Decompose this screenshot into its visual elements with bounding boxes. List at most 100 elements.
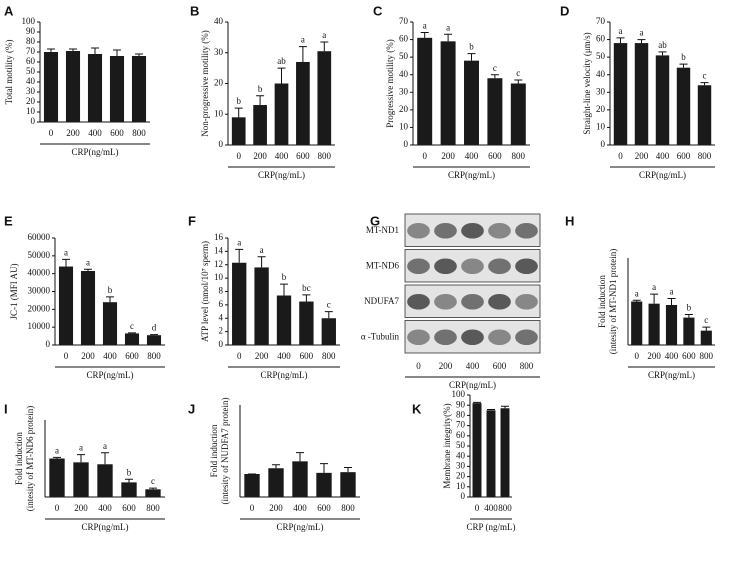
bar (254, 267, 269, 345)
blot-band (434, 293, 457, 310)
x-tick-label: 400 (665, 351, 679, 361)
significance-letter: c (493, 63, 497, 73)
y-tick-label: 14 (214, 245, 224, 255)
error-bar (467, 53, 476, 61)
x-tick-label: 600 (122, 503, 136, 513)
bar (146, 335, 162, 345)
error-bar (650, 293, 659, 304)
y-tick-label: 0 (461, 491, 466, 501)
bar (274, 83, 289, 145)
error-bar (302, 294, 311, 302)
x-axis-label: CRP(ng/mL) (86, 370, 133, 380)
error-bar (150, 334, 158, 336)
significance-letter: c (704, 315, 708, 325)
x-tick-label: 800 (520, 361, 534, 371)
bar (321, 318, 336, 345)
significance-letter: a (446, 22, 450, 32)
bar (276, 295, 292, 345)
y-axis-label: JC-1 (MFI AU) (9, 263, 19, 319)
significance-letter: a (619, 26, 623, 36)
y-tick-label: 10 (214, 108, 224, 118)
bar (340, 472, 356, 497)
x-tick-label: 200 (647, 351, 661, 361)
error-bar (69, 48, 77, 51)
bar (634, 43, 649, 146)
significance-letter: a (635, 288, 639, 298)
y-tick-label: 10 (456, 481, 466, 491)
x-tick-label: 800 (318, 151, 332, 161)
y-tick-label: 50 (456, 440, 466, 450)
x-tick-label: 0 (236, 151, 241, 161)
y-tick-label: 40 (596, 69, 606, 79)
y-tick-label: 20 (596, 104, 606, 114)
y-tick-label: 70 (456, 420, 466, 430)
x-axis-label: CRP(ng/mL) (449, 380, 496, 390)
error-bar (684, 314, 693, 318)
y-tick-label: 50000 (28, 250, 51, 260)
error-bar (487, 408, 495, 411)
bar (417, 37, 433, 145)
error-bar (320, 41, 329, 52)
error-bar (514, 79, 523, 84)
x-tick-label: 600 (488, 151, 502, 161)
y-tick-label: 100 (22, 16, 36, 26)
panel-letter: E (4, 213, 13, 228)
x-tick-label: 800 (498, 503, 512, 513)
y-axis-label: ATP level (nmol/10⁷ sperm) (200, 241, 210, 342)
y-tick-label: 90 (456, 399, 466, 409)
significance-letter: a (652, 282, 656, 292)
y-tick-label: 20 (399, 104, 409, 114)
bar (317, 51, 332, 145)
y-tick-label: 40 (214, 16, 224, 26)
x-tick-label: 0 (237, 351, 242, 361)
y-tick-label: 60 (596, 34, 606, 44)
significance-letter: b (282, 272, 287, 282)
y-tick-label: 50 (399, 51, 409, 61)
error-bar (324, 311, 333, 319)
y-tick-label: 80 (456, 409, 466, 419)
blot-row-label: NDUFA7 (364, 296, 399, 306)
y-tick-label: 6 (219, 299, 224, 309)
x-tick-label: 400 (484, 503, 498, 513)
x-tick-label: 0 (416, 361, 421, 371)
y-tick-label: 30 (214, 47, 224, 57)
blot-row-label: MT-ND1 (366, 225, 399, 235)
y-tick-label: 40 (26, 76, 36, 86)
bar (58, 266, 74, 345)
blot-band (434, 258, 457, 275)
error-bar (296, 452, 304, 462)
blot-row-label: α -Tubulin (361, 331, 400, 341)
x-tick-label: 400 (98, 503, 112, 513)
significance-letter: a (301, 35, 305, 45)
x-tick-label: 600 (493, 361, 507, 371)
y-tick-label: 0 (31, 116, 36, 126)
bar (232, 262, 247, 345)
error-bar (101, 452, 109, 465)
x-axis-label: CRP(ng/mL) (448, 170, 495, 180)
error-bar (256, 95, 265, 106)
x-tick-label: 0 (49, 128, 54, 138)
bar (500, 408, 510, 497)
blot-band (488, 258, 511, 275)
y-axis-label: Straight-line velocity (μm/s) (582, 32, 592, 134)
panel-letter: I (4, 401, 8, 416)
bar (253, 105, 267, 145)
x-tick-label: 800 (341, 503, 355, 513)
x-tick-label: 400 (275, 151, 289, 161)
significance-letter: a (86, 257, 90, 267)
y-tick-label: 10 (214, 272, 224, 282)
blot-band (461, 258, 484, 275)
significance-letter: b (469, 42, 474, 52)
error-bar (320, 463, 328, 473)
y-axis-label: Fold induction (14, 432, 24, 485)
y-tick-label: 0 (219, 139, 224, 149)
y-tick-label: 40 (399, 69, 409, 79)
x-tick-label: 800 (512, 151, 526, 161)
y-tick-label: 60 (456, 430, 466, 440)
error-bar (277, 67, 286, 84)
x-tick-label: 400 (466, 361, 480, 371)
significance-letter: a (670, 287, 674, 297)
y-tick-label: 20000 (28, 303, 51, 313)
error-bar (53, 456, 61, 459)
error-bar (501, 405, 509, 409)
